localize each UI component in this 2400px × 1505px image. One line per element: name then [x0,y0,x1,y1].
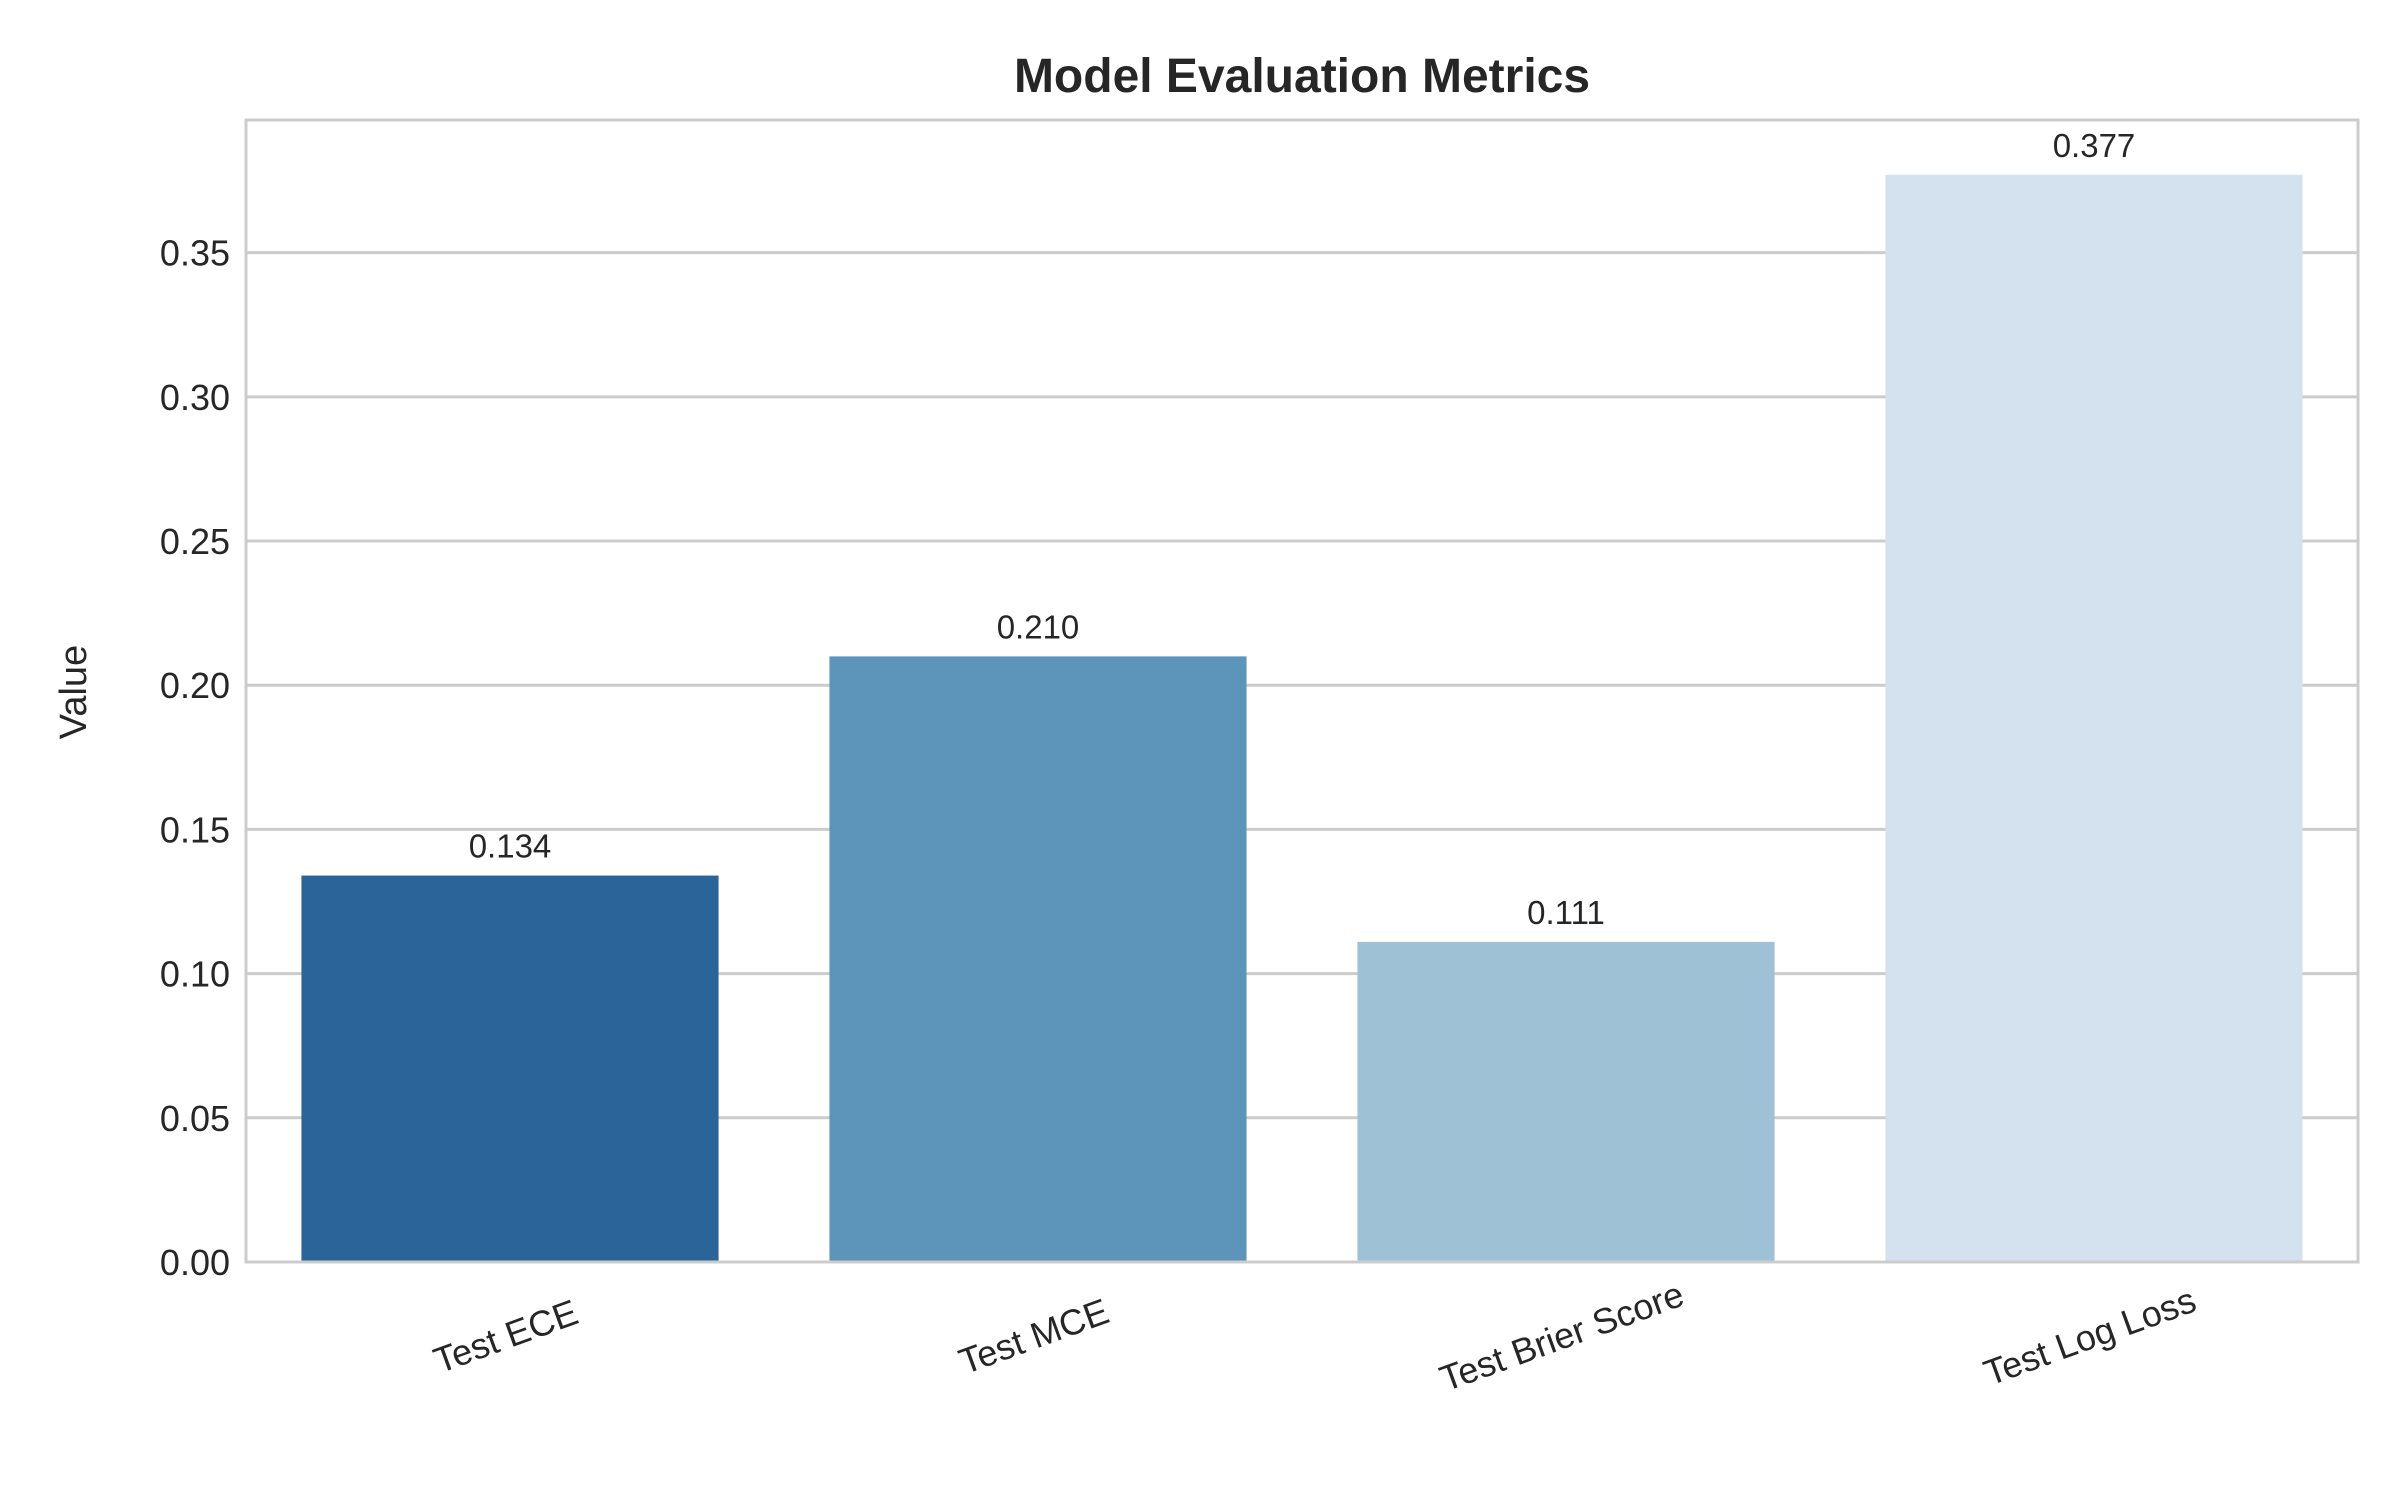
plot-frame [244,118,2360,1264]
x-tick-label: Test ECE [428,1291,583,1381]
chart-title: Model Evaluation Metrics [1014,50,1590,103]
y-tick-labels: 0.00 0.05 0.10 0.15 0.20 0.25 0.30 0.35 [160,233,230,1283]
y-tick-label: 0.20 [160,665,230,706]
y-tick-label: 0.30 [160,377,230,418]
y-tick-label: 0.15 [160,809,230,850]
x-tick-label: Test Log Loss [1978,1279,2201,1394]
bar-test-ece [301,875,719,1262]
y-axis-label: Value [53,645,95,739]
bars [301,174,2303,1262]
data-label: 0.377 [2053,127,2136,164]
bar-test-log-loss [1885,174,2303,1262]
y-tick-label: 0.00 [160,1242,230,1283]
y-tick-label: 0.05 [160,1098,230,1139]
y-tick-label: 0.35 [160,233,230,274]
y-tick-label: 0.25 [160,521,230,562]
data-labels: 0.134 0.210 0.111 0.377 [469,127,2136,931]
bar-test-mce [829,656,1247,1262]
bar-test-brier-score [1357,941,1775,1262]
y-tick-label: 0.10 [160,954,230,995]
data-label: 0.111 [1527,894,1605,931]
data-label: 0.210 [997,608,1080,645]
x-tick-label: Test Brier Score [1434,1273,1689,1399]
x-tick-label: Test MCE [953,1290,1114,1382]
data-label: 0.134 [469,828,552,865]
x-tick-labels: Test ECE Test MCE Test Brier Score Test Log… [428,1273,2201,1399]
